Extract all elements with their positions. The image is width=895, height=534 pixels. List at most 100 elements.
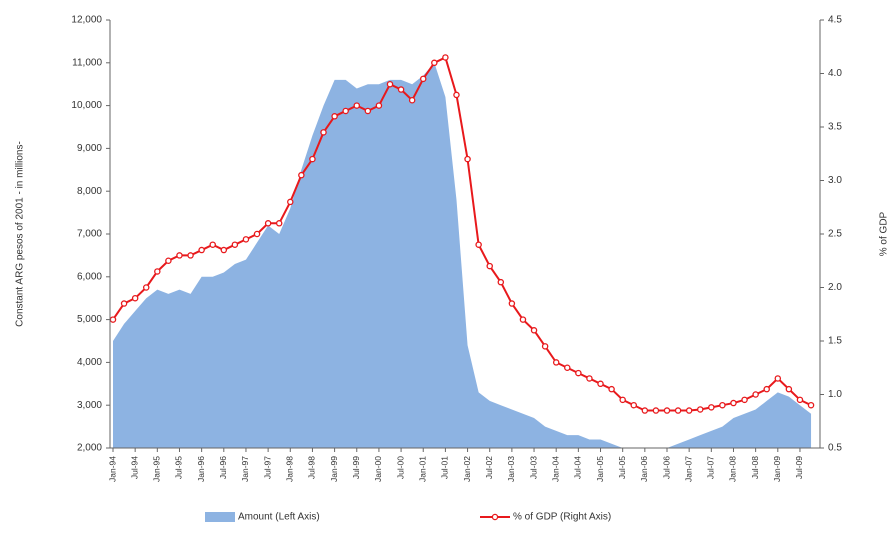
point <box>364 107 372 115</box>
point <box>464 155 471 163</box>
x-tick-label: Jul-95 <box>174 456 184 479</box>
point <box>730 399 737 407</box>
point <box>253 230 261 238</box>
point <box>752 391 759 398</box>
y2-tick-label: 2.0 <box>828 282 842 293</box>
y-tick-label: 9,000 <box>77 143 102 154</box>
y2-tick-label: 3.5 <box>828 122 842 133</box>
point <box>652 407 660 414</box>
y2-tick-label: 2.5 <box>828 229 842 240</box>
point <box>685 407 693 414</box>
point <box>353 102 361 109</box>
point <box>530 327 538 334</box>
point <box>231 241 239 248</box>
point <box>674 407 682 414</box>
point <box>408 97 416 104</box>
point <box>696 406 704 413</box>
y-tick-label: 11,000 <box>72 57 102 68</box>
point <box>541 343 549 350</box>
y2-tick-label: 4.5 <box>828 15 842 26</box>
point <box>431 59 438 67</box>
point <box>586 375 593 382</box>
x-tick-label: Jan-07 <box>683 456 693 482</box>
point <box>497 278 505 286</box>
point <box>386 80 394 88</box>
legend-swatch <box>205 512 235 522</box>
point <box>552 359 560 366</box>
y2-tick-label: 1.0 <box>828 389 842 400</box>
x-tick-label: Jul-96 <box>218 456 228 479</box>
point <box>131 294 139 302</box>
point <box>608 385 615 393</box>
legend-swatch <box>491 513 499 521</box>
point <box>741 396 748 404</box>
point <box>142 284 150 291</box>
x-tick-label: Jul-02 <box>484 456 494 479</box>
point <box>275 220 283 227</box>
legend-label: % of GDP (Right Axis) <box>513 512 611 523</box>
y-axis-title: Constant ARG pesos of 2001 - in millions… <box>15 141 26 327</box>
point <box>619 396 626 404</box>
x-tick-label: Jan-05 <box>595 456 605 482</box>
point <box>807 401 815 409</box>
point <box>575 369 582 377</box>
x-tick-label: Jan-02 <box>462 456 472 482</box>
line <box>112 56 812 412</box>
point <box>309 155 316 163</box>
point <box>442 54 449 61</box>
y-tick-label: 4,000 <box>77 357 102 368</box>
x-tick-label: Jan-03 <box>506 456 516 482</box>
y-tick-label: 3,000 <box>77 400 102 411</box>
point <box>198 246 205 254</box>
point <box>519 316 527 323</box>
y-tick-label: 2,000 <box>77 443 102 454</box>
point <box>109 316 117 323</box>
point <box>120 300 128 307</box>
point <box>298 171 305 179</box>
point <box>165 257 172 264</box>
y2-axis-title: % of GDP <box>879 211 890 256</box>
x-tick-label: Jul-94 <box>129 456 139 479</box>
x-tick-label: Jan-94 <box>107 456 117 482</box>
point <box>419 75 427 83</box>
point <box>320 129 327 136</box>
x-tick-label: Jan-00 <box>373 456 383 482</box>
x-tick-label: Jul-09 <box>794 456 804 479</box>
point <box>719 401 726 409</box>
point <box>708 404 715 411</box>
area <box>113 62 812 449</box>
point <box>375 102 383 109</box>
point <box>397 86 405 93</box>
point <box>663 407 671 414</box>
y-tick-label: 7,000 <box>77 229 102 240</box>
point <box>220 246 228 254</box>
point <box>331 113 338 120</box>
y-tick-label: 10,000 <box>71 100 102 111</box>
point <box>597 380 604 388</box>
y2-tick-label: 4.0 <box>828 68 842 79</box>
point <box>209 241 216 248</box>
point <box>564 364 571 371</box>
point <box>796 396 804 404</box>
x-tick-label: Jul-04 <box>573 456 583 479</box>
x-tick-label: Jan-04 <box>550 456 560 482</box>
x-tick-label: Jan-06 <box>639 456 649 482</box>
x-tick-label: Jan-08 <box>728 456 738 482</box>
point <box>453 91 460 99</box>
y-tick-label: 5,000 <box>77 314 102 325</box>
point <box>176 252 183 259</box>
y-tick-label: 12,000 <box>71 15 102 26</box>
x-tick-label: Jan-96 <box>196 456 206 482</box>
point <box>154 268 161 275</box>
y-tick-label: 8,000 <box>77 186 102 197</box>
point <box>187 252 194 259</box>
x-tick-label: Jan-01 <box>417 456 427 482</box>
x-tick-label: Jul-05 <box>617 456 627 479</box>
x-tick-label: Jan-99 <box>329 456 339 482</box>
x-tick-label: Jul-06 <box>661 456 671 479</box>
x-tick-label: Jul-03 <box>528 456 538 479</box>
point <box>264 220 272 227</box>
x-tick-label: Jan-09 <box>772 456 782 482</box>
x-tick-label: Jul-08 <box>750 456 760 479</box>
